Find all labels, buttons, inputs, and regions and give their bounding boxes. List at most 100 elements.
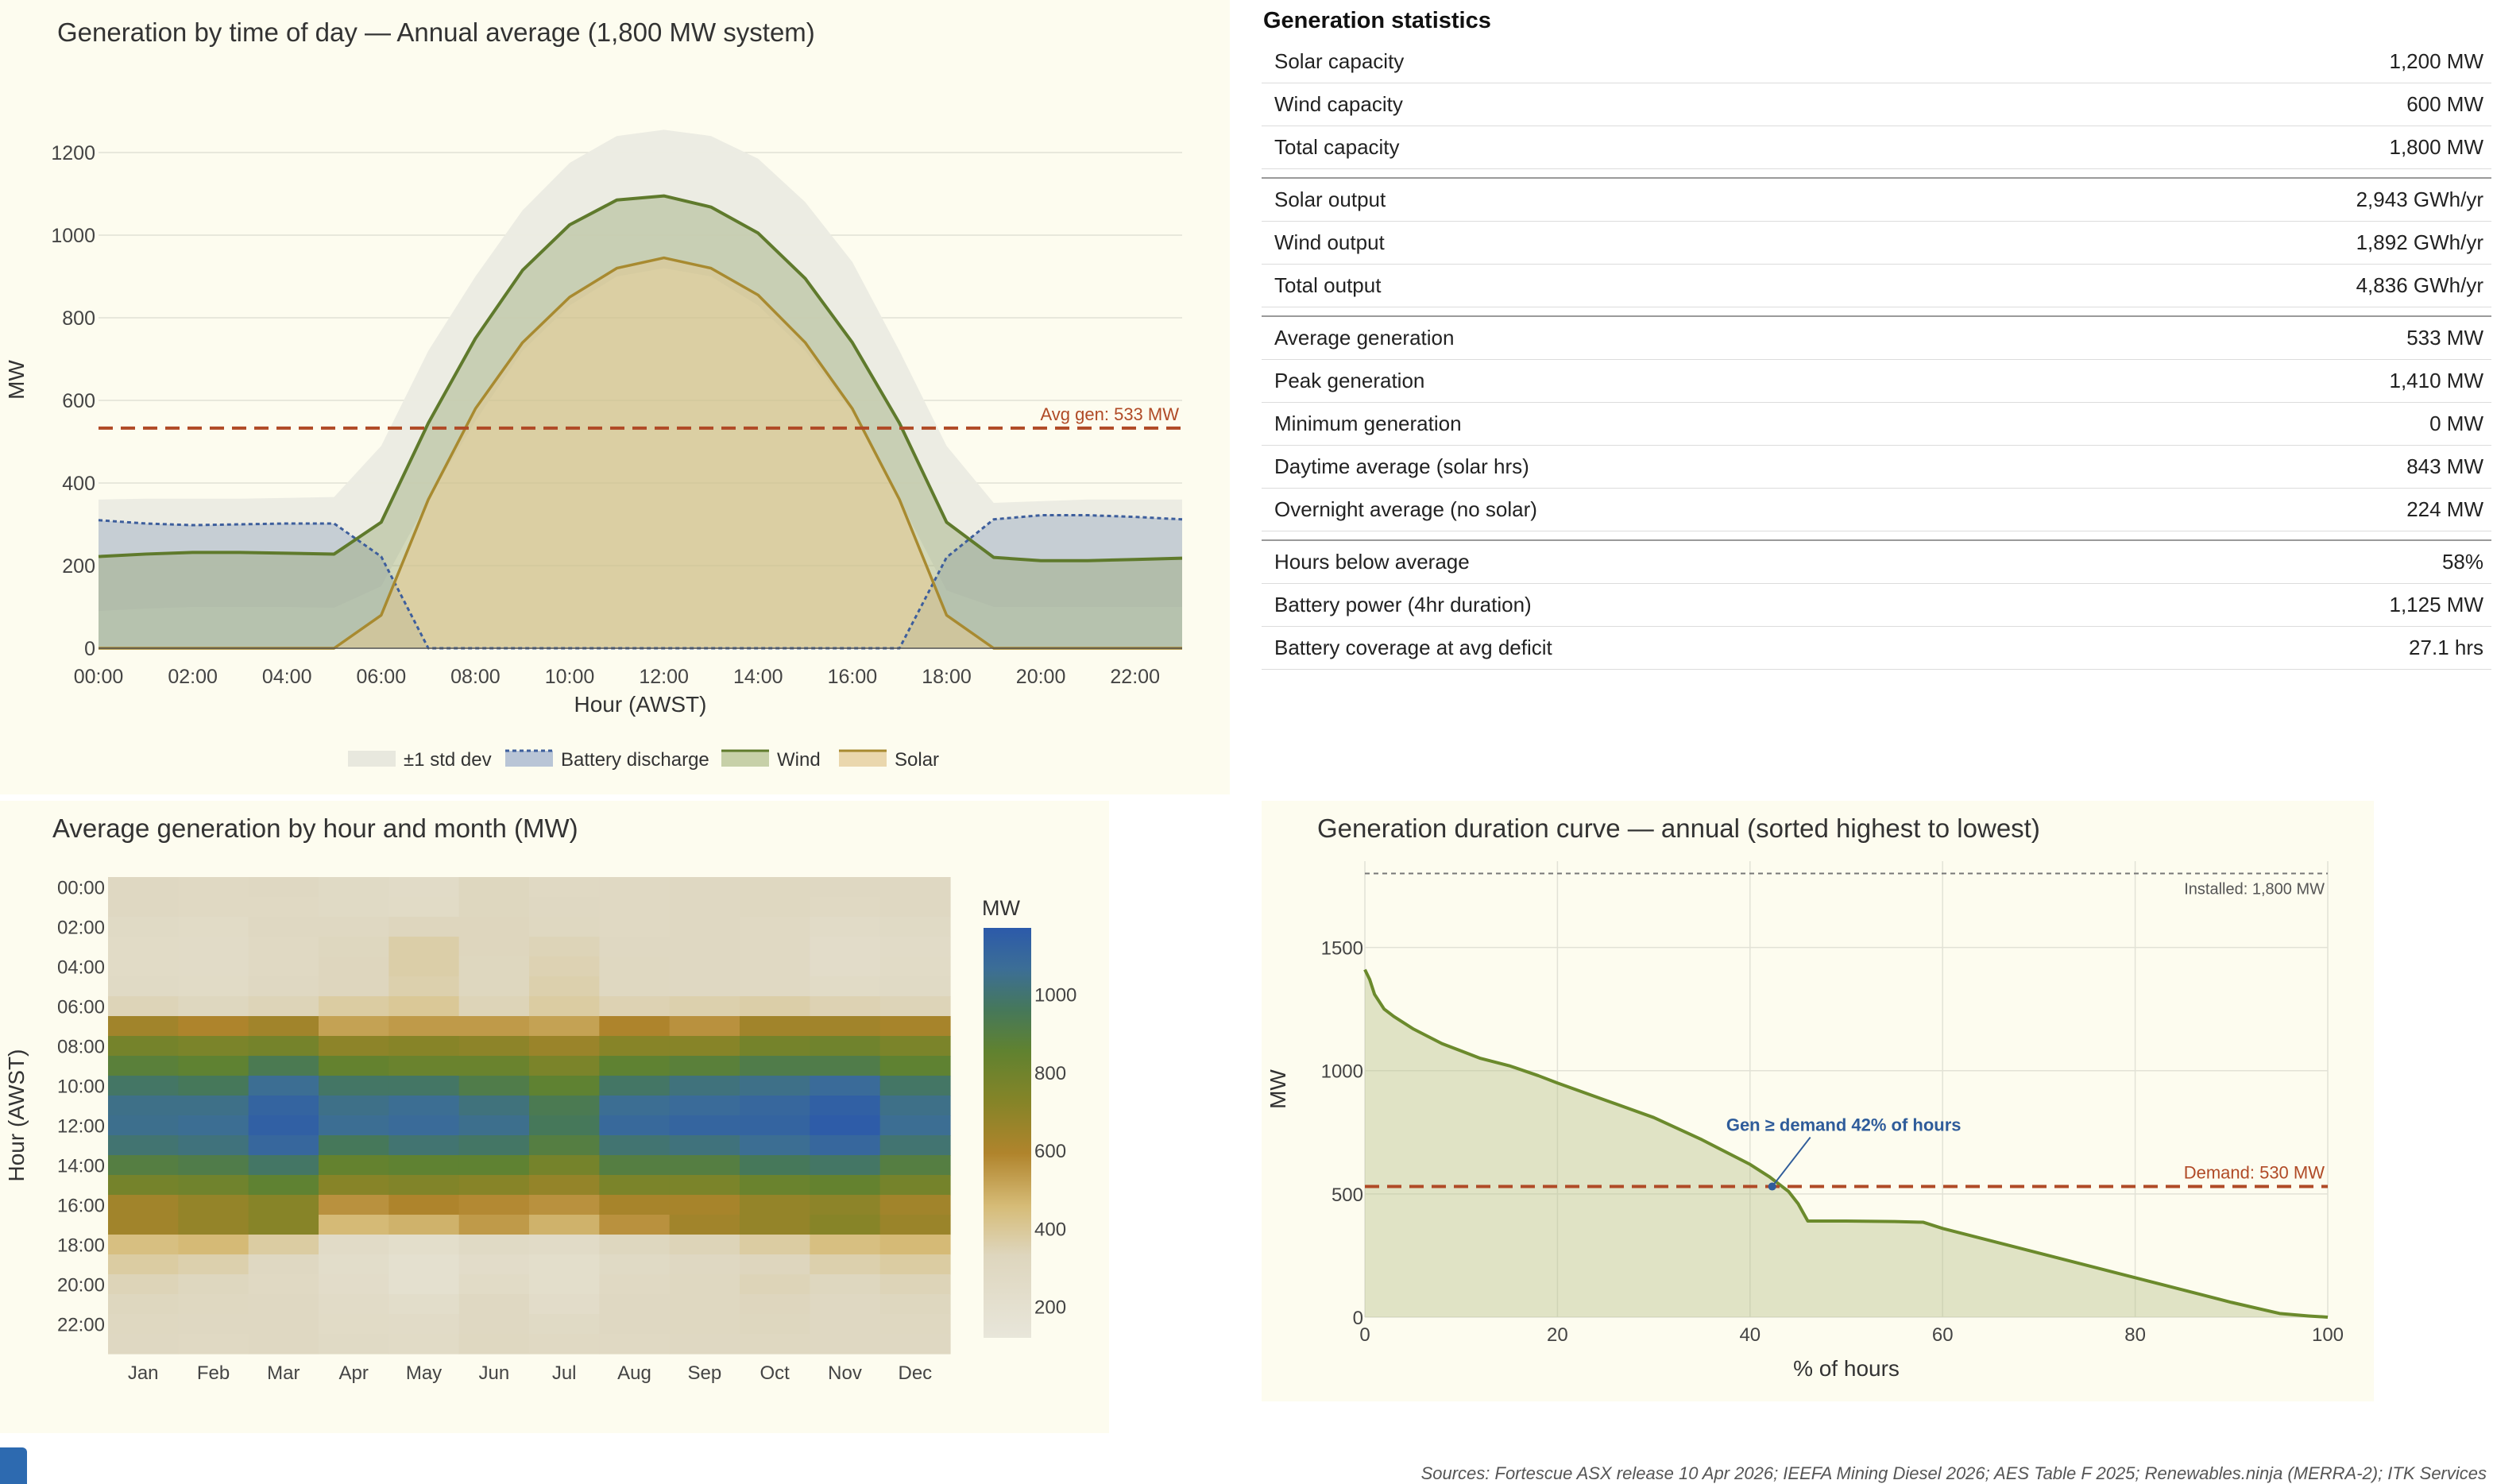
heatmap-cell (319, 1334, 389, 1355)
stats-row: Wind output 1,892 GWh/yr (1262, 222, 2491, 265)
heatmap-cell (248, 937, 319, 957)
heatmap-cell (388, 1115, 460, 1136)
heatmap-cell (529, 1076, 600, 1096)
heatmap-cell (529, 1056, 600, 1076)
heatmap-cell (248, 1115, 319, 1136)
heatmap-cell (740, 956, 810, 977)
heatmap-cell (248, 1314, 319, 1335)
heatmap-cell (740, 1155, 810, 1176)
heatmap-cell (669, 1334, 740, 1355)
heatmap-cell (810, 1175, 881, 1196)
heatmap-cell (458, 996, 530, 1017)
heatmap-cell (178, 1076, 249, 1096)
heatmap-cell (810, 917, 881, 937)
stats-row-label: Hours below average (1274, 550, 1470, 574)
heatmap-cell (599, 1314, 671, 1335)
heatmap-cell (178, 1096, 249, 1116)
heatmap-cell (388, 1195, 460, 1215)
heatmap-cell (810, 1215, 881, 1235)
y-axis-title: MW (4, 360, 29, 400)
tod-chart-svg: 0 200 400 600 800 1000 1200 00:00 02:00 04:00 06:0… (4, 129, 1183, 771)
heatmap-cell (810, 1155, 881, 1176)
heatmap-cell (319, 1036, 389, 1057)
heatmap-cell (879, 1016, 951, 1037)
x-tick-label: 10:00 (545, 666, 595, 688)
heatmap-cell (879, 1294, 951, 1315)
heatmap-cell (810, 1076, 881, 1096)
stats-row-value: 1,892 GWh/yr (2356, 230, 2483, 254)
x-tick-label: Sep (687, 1362, 721, 1384)
heatmap-cell (248, 877, 319, 898)
heatmap-cell (529, 937, 600, 957)
heatmap-cell (178, 996, 249, 1017)
heatmap-cell (529, 1334, 600, 1355)
heatmap-cell (108, 1135, 179, 1156)
x-tick-label: Feb (197, 1362, 230, 1384)
y-tick-label: 06:00 (57, 997, 105, 1018)
heatmap-cell (388, 877, 460, 898)
crossing-arrow (1771, 1136, 1811, 1188)
stats-row-label: Wind capacity (1274, 92, 1403, 116)
heatmap-cell (319, 976, 389, 997)
stats-row-label: Average generation (1274, 326, 1455, 350)
heatmap-cell (879, 1215, 951, 1235)
heatmap-cell (458, 1274, 530, 1295)
heatmap-cell (669, 1115, 740, 1136)
heatmap-cell (458, 1235, 530, 1255)
heatmap-cell (108, 1254, 179, 1275)
heatmap-cell (740, 1314, 810, 1335)
heatmap-cell (108, 1334, 179, 1355)
heatmap-title: Average generation by hour and month (MW… (52, 813, 578, 843)
corner-button[interactable] (0, 1447, 27, 1484)
x-tick-label: Mar (267, 1362, 300, 1384)
heatmap-cell (740, 976, 810, 997)
heatmap-cell (879, 1076, 951, 1096)
heatmap-cell (599, 1274, 671, 1295)
colorbar-tick-label: 200 (1034, 1297, 1066, 1319)
heatmap-cell (879, 877, 951, 898)
heatmap-cell (319, 1135, 389, 1156)
heatmap-cell (669, 1235, 740, 1255)
wind-line (98, 194, 1183, 562)
heatmap-cell (599, 1215, 671, 1235)
heatmap-cell (879, 956, 951, 977)
x-tick-label: 80 (2124, 1324, 2146, 1346)
heatmap-cell (810, 1235, 881, 1255)
colorbar-tick-label: 600 (1034, 1141, 1066, 1162)
x-tick-label: 06:00 (357, 666, 407, 688)
heatmap-cell (248, 1294, 319, 1315)
heatmap-cell (248, 917, 319, 937)
legend-swatch (348, 751, 396, 767)
heatmap-svg: Jan Feb Mar Apr May Jun Jul Aug Sep Oct Nov Dec 00:0… (4, 877, 1076, 1384)
heatmap-cell (810, 1294, 881, 1315)
heatmap-cell (108, 1294, 179, 1315)
y-tick-label: 00:00 (57, 878, 105, 899)
stats-row-value: 58% (2441, 550, 2483, 574)
heatmap-cell (178, 1254, 249, 1275)
heatmap-cell (740, 1235, 810, 1255)
heatmap-cell (108, 1314, 179, 1335)
heatmap-cell (388, 996, 460, 1017)
y-tick-label: 0 (84, 638, 95, 660)
duration-title: Generation duration curve — annual (sort… (1317, 813, 2040, 843)
heatmap-cell (319, 996, 389, 1017)
heatmap-cell (810, 1135, 881, 1156)
heatmap-cell (810, 1016, 881, 1037)
heatmap-cell (178, 1314, 249, 1335)
heatmap-cell (458, 1334, 530, 1355)
heatmap-cell (740, 1175, 810, 1196)
x-tick-label: 02:00 (168, 666, 218, 688)
heatmap-cell (740, 917, 810, 937)
x-tick-label: 04:00 (262, 666, 312, 688)
heatmap-cell (458, 1036, 530, 1057)
heatmap-cell (529, 1235, 600, 1255)
heatmap-cell (669, 1175, 740, 1196)
heatmap-cell (458, 1175, 530, 1196)
y-tick-label: 400 (62, 473, 95, 495)
x-tick-label: 60 (1932, 1324, 1954, 1346)
heatmap-cell (458, 917, 530, 937)
stats-rows: Solar capacity 1,200 MW Wind capacity 600 M… (1262, 41, 2491, 670)
heatmap-cell (319, 897, 389, 918)
heatmap-cell (599, 1016, 671, 1037)
heatmap-cell (599, 917, 671, 937)
